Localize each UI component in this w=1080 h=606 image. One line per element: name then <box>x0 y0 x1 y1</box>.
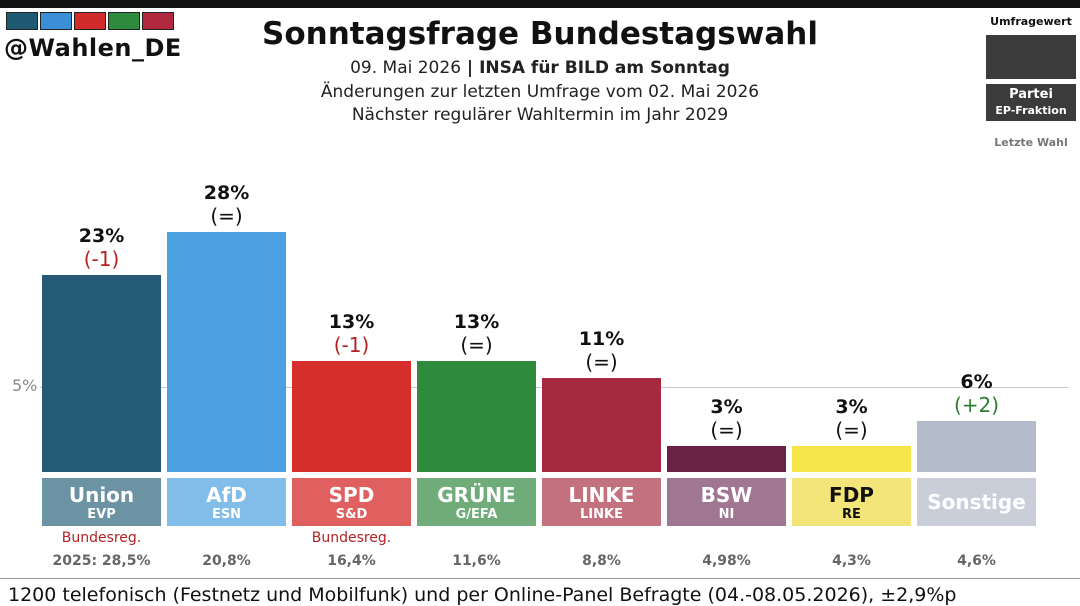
color-swatch <box>108 12 140 30</box>
bar-grüne <box>417 360 536 472</box>
legend-value-box <box>986 35 1076 79</box>
party-box-grüne: GRÜNE G/EFA <box>417 478 536 526</box>
value-label: 28% <box>203 182 250 205</box>
color-swatch <box>6 12 38 30</box>
value-label: 13% <box>328 310 375 333</box>
party-box-union: Union EVP <box>42 478 161 526</box>
government-label: Bundesreg. <box>61 530 142 546</box>
last-election-value: 11,6% <box>452 553 501 569</box>
legend-party-label: Partei <box>1009 87 1053 102</box>
value-label: 6% <box>960 370 993 393</box>
value-label: 13% <box>453 310 500 333</box>
last-election-value: 2025: 28,5% <box>52 553 151 569</box>
chart-title: Sonntagsfrage Bundestagswahl <box>262 16 818 52</box>
last-election-value: 8,8% <box>582 553 621 569</box>
legend-value-label: Umfragewert <box>990 15 1072 28</box>
change-label: (-1) <box>333 332 370 357</box>
bar-spd <box>292 360 411 472</box>
legend-party-box: Partei EP-Fraktion <box>986 84 1076 121</box>
last-election-value: 4,3% <box>832 553 871 569</box>
party-name: GRÜNE <box>437 483 516 507</box>
color-swatch <box>74 12 106 30</box>
source-separator: | <box>461 58 480 78</box>
changes-note: Änderungen zur letzten Umfrage vom 02. M… <box>320 82 760 102</box>
bar-bsw <box>667 446 786 472</box>
change-label: (+2) <box>953 392 1000 417</box>
legend-last-election-label: Letzte Wahl <box>994 136 1068 149</box>
last-election-value: 20,8% <box>202 553 251 569</box>
bar-linke <box>542 377 661 472</box>
ep-faction: RE <box>842 507 861 522</box>
footer-divider <box>0 578 1080 579</box>
party-name: FDP <box>829 483 874 507</box>
ep-faction: LINKE <box>580 507 623 522</box>
poll-date: 09. Mai 2026 <box>350 58 462 78</box>
party-box-afd: AfD ESN <box>167 478 286 526</box>
change-label: (=) <box>835 418 868 443</box>
party-box-linke: LINKE LINKE <box>542 478 661 526</box>
ep-faction: ESN <box>211 507 242 522</box>
party-box-sonstige: Sonstige <box>917 478 1036 526</box>
legend-faction-label: EP-Fraktion <box>995 104 1067 117</box>
bar-afd <box>167 232 286 472</box>
change-label: (=) <box>585 349 618 374</box>
party-name: Union <box>68 483 135 507</box>
last-election-value: 16,4% <box>327 553 376 569</box>
value-label: 23% <box>78 224 125 247</box>
poll-institute: INSA für BILD am Sonntag <box>479 58 730 78</box>
party-box-spd: SPD S&D <box>292 478 411 526</box>
party-name: Sonstige <box>927 490 1026 514</box>
change-label: (=) <box>710 418 743 443</box>
value-label: 11% <box>578 327 625 350</box>
bar-union <box>42 274 161 472</box>
five-percent-label: 5% <box>12 376 38 396</box>
party-box-fdp: FDP RE <box>792 478 911 526</box>
color-swatch <box>40 12 72 30</box>
ep-faction: S&D <box>335 507 368 522</box>
last-election-value: 4,6% <box>957 553 996 569</box>
ep-faction: EVP <box>87 507 116 522</box>
color-swatch <box>142 12 174 30</box>
value-label: 3% <box>835 396 868 419</box>
bar-sonstige <box>917 420 1036 472</box>
party-name: SPD <box>328 483 375 507</box>
bar-fdp <box>792 446 911 472</box>
government-label: Bundesreg. <box>311 530 392 546</box>
party-name: AfD <box>206 483 247 507</box>
top-bar <box>0 0 1080 8</box>
last-election-value: 4,98% <box>702 553 751 569</box>
party-box-bsw: BSW NI <box>667 478 786 526</box>
party-color-swatches <box>6 12 174 30</box>
footer-methodology: 1200 telefonisch (Festnetz und Mobilfunk… <box>8 584 957 606</box>
change-label: (=) <box>210 204 243 229</box>
next-election-note: Nächster regulärer Wahltermin im Jahr 20… <box>351 105 729 125</box>
change-label: (=) <box>460 332 493 357</box>
account-handle: @Wahlen_DE <box>4 34 182 62</box>
party-name: LINKE <box>568 483 635 507</box>
value-label: 3% <box>710 396 743 419</box>
ep-faction: NI <box>718 507 735 522</box>
party-name: BSW <box>700 483 753 507</box>
poll-source-line: 09. Mai 2026 | INSA für BILD am Sonntag <box>0 58 1080 78</box>
change-label: (-1) <box>83 246 120 271</box>
ep-faction: G/EFA <box>455 507 498 522</box>
